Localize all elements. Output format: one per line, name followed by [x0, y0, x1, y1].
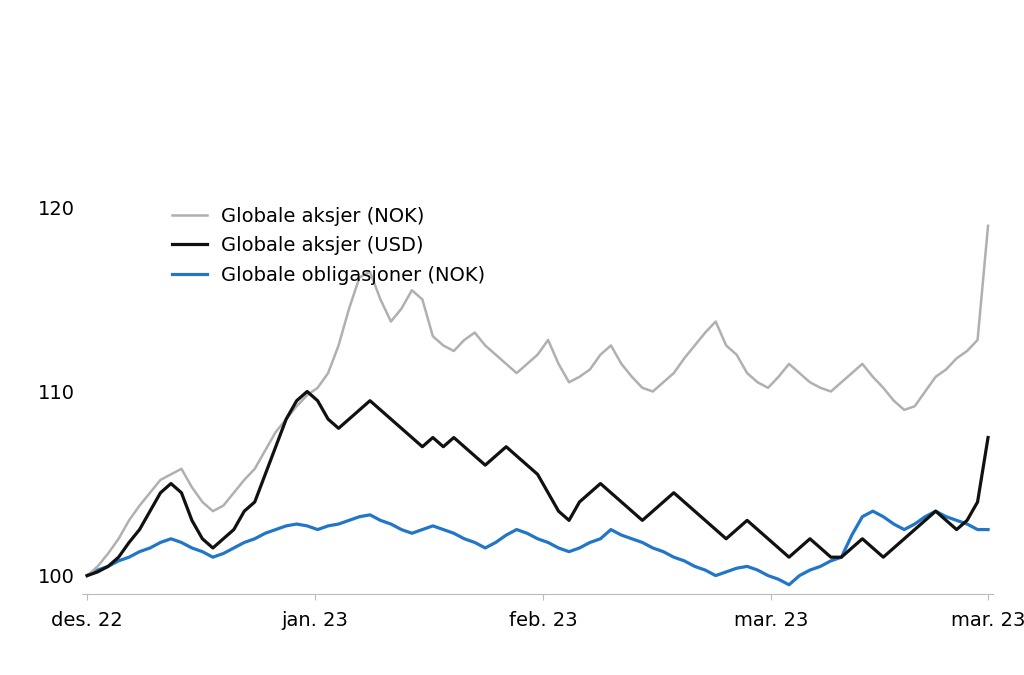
Legend: Globale aksjer (NOK), Globale aksjer (USD), Globale obligasjoner (NOK): Globale aksjer (NOK), Globale aksjer (US…: [165, 198, 493, 293]
